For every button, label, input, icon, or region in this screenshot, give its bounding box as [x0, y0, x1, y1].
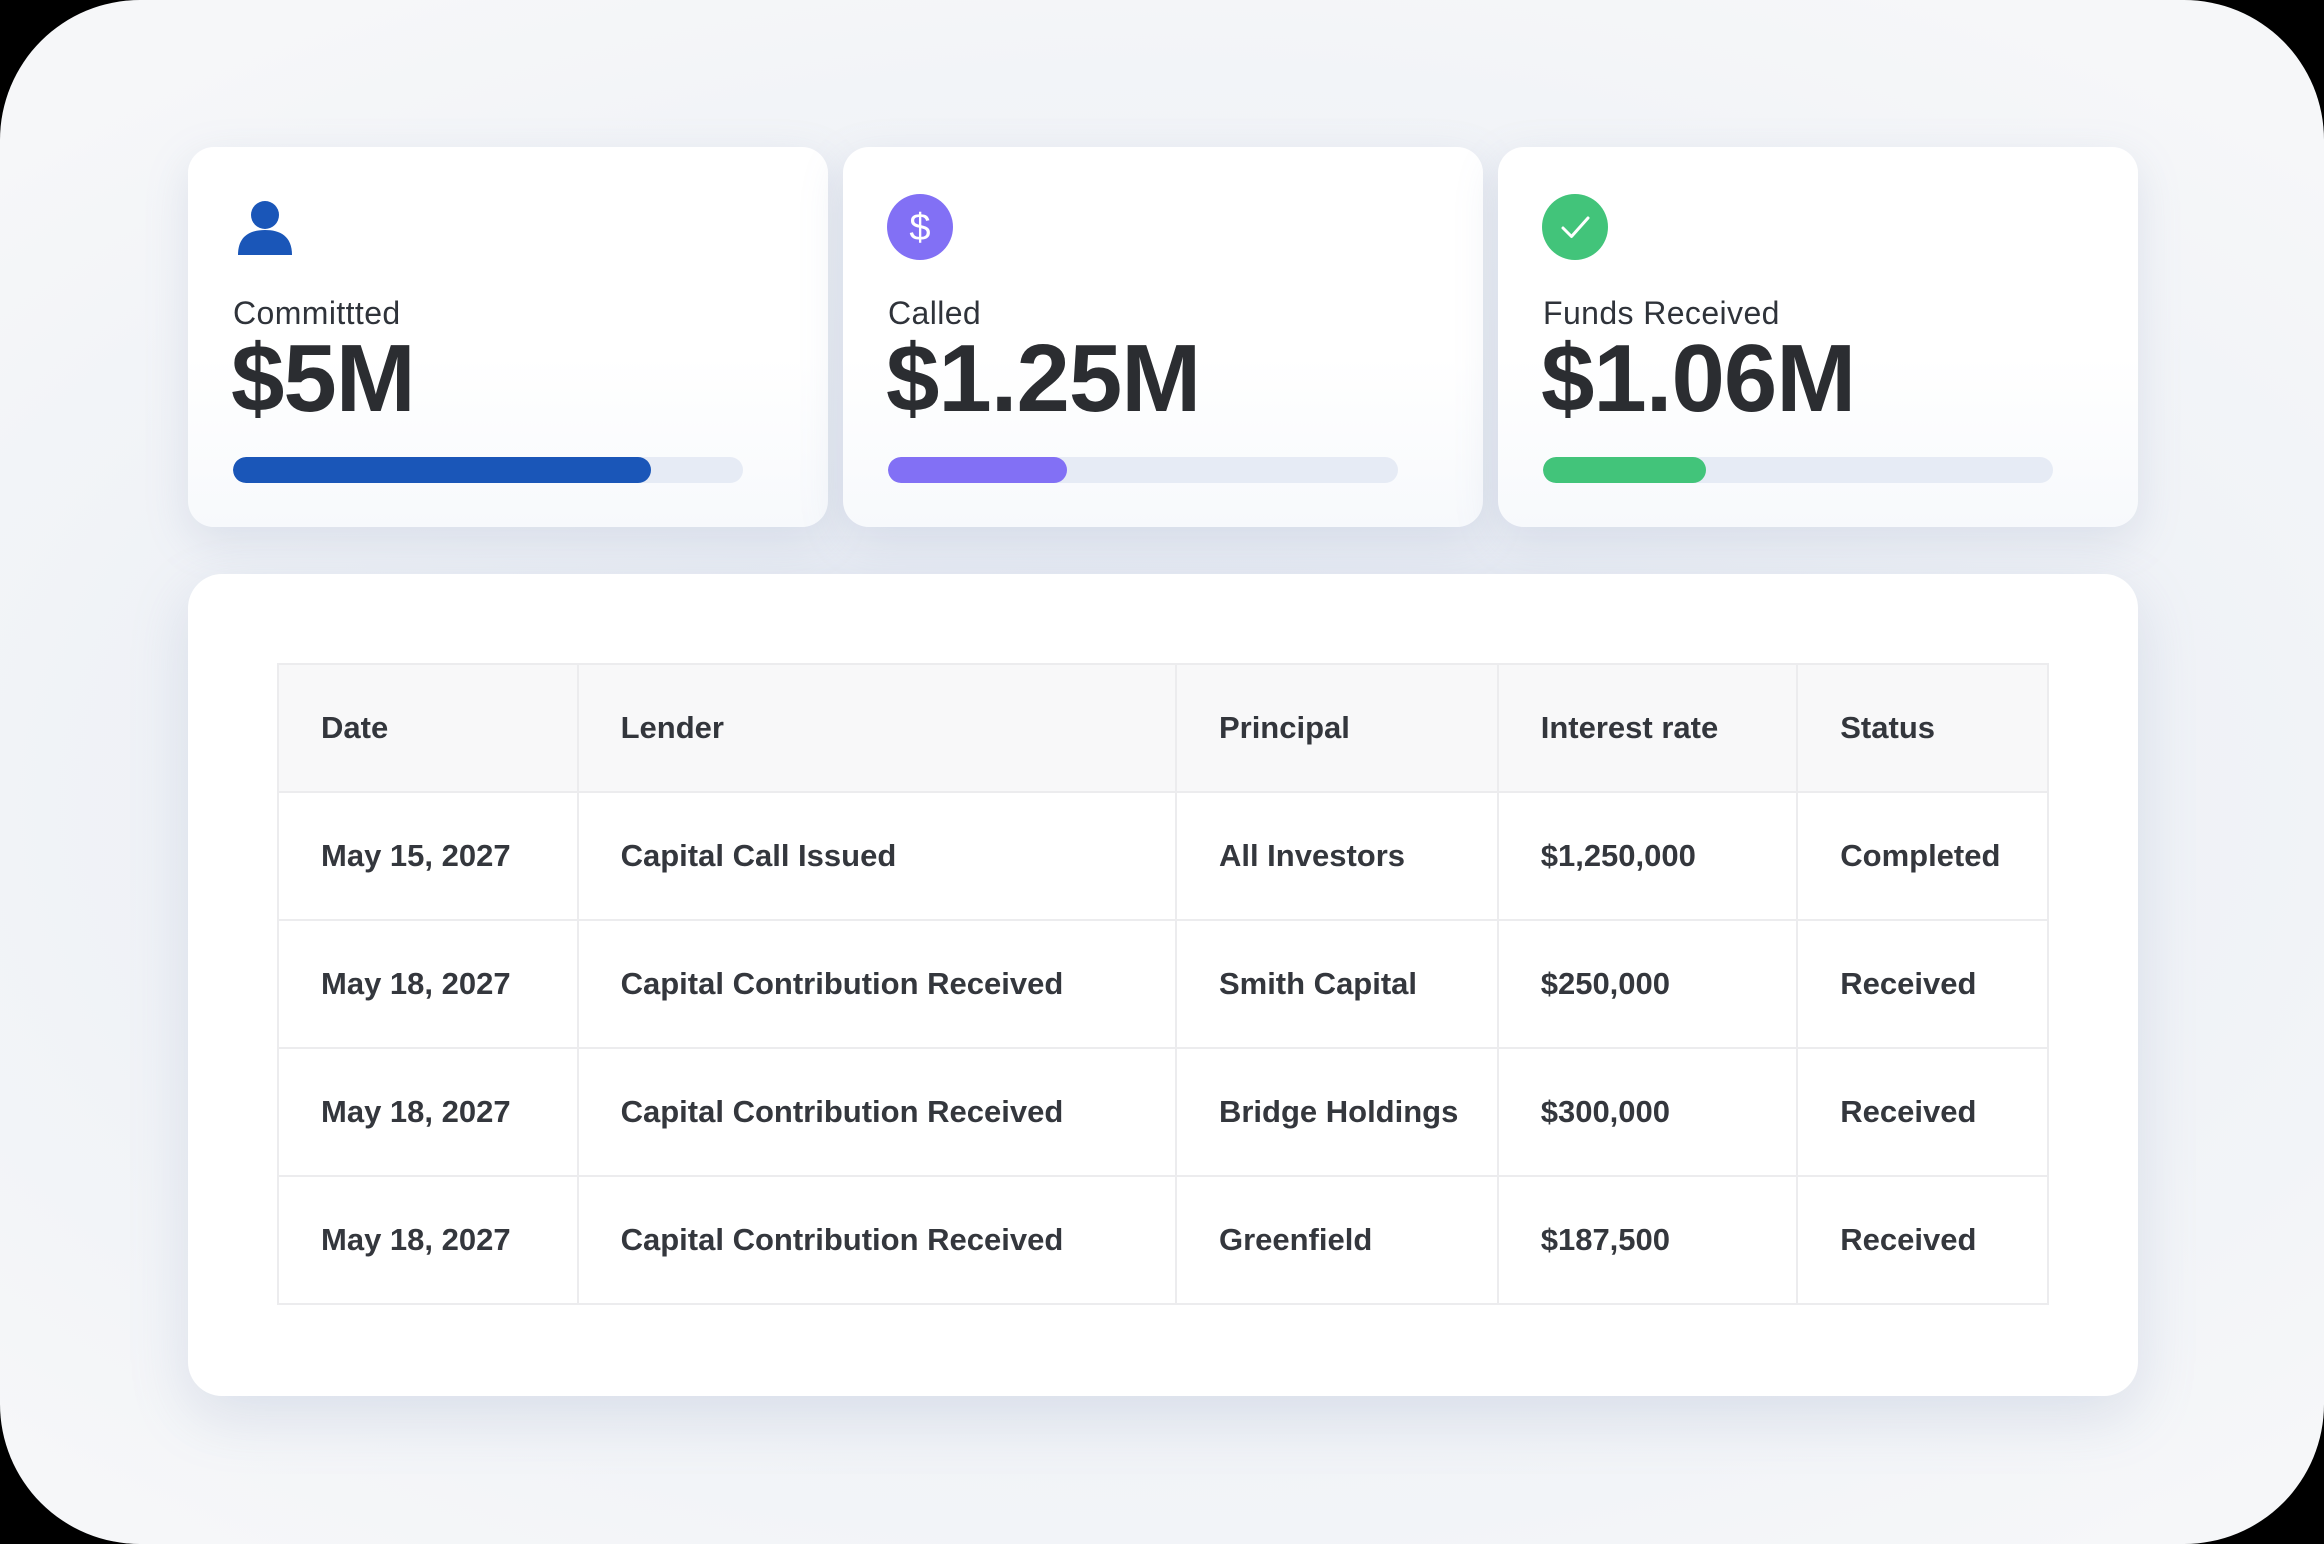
table-row[interactable]: May 18, 2027 Capital Contribution Receiv… [277, 1175, 2049, 1305]
lender-cell: Capital Contribution Received [576, 1175, 1177, 1305]
table-row[interactable]: May 15, 2027 Capital Call Issued All Inv… [277, 791, 2049, 921]
table-row[interactable]: May 18, 2027 Capital Contribution Receiv… [277, 919, 2049, 1049]
interest-rate-cell: $300,000 [1496, 1047, 1799, 1177]
funds-received-progress-fill [1543, 457, 1707, 483]
principal-cell: Greenfield [1174, 1175, 1499, 1305]
transactions-table: Date Lender Principal Interest rate Stat… [277, 663, 2049, 1305]
called-progress-bar [888, 457, 1398, 483]
funds-received-card: Funds Received $1.06M [1498, 147, 2138, 527]
svg-text:$: $ [909, 207, 930, 249]
committed-label: Committted [233, 295, 401, 331]
funds-received-label: Funds Received [1543, 295, 1780, 331]
column-header-status[interactable]: Status [1796, 663, 2049, 793]
funds-received-progress-bar [1543, 457, 2053, 483]
column-header-principal[interactable]: Principal [1174, 663, 1499, 793]
committed-card: Committted $5M [188, 147, 828, 527]
called-card: $ Called $1.25M [843, 147, 1483, 527]
lender-cell: Capital Contribution Received [576, 919, 1177, 1049]
date-cell: May 18, 2027 [277, 1047, 579, 1177]
called-value: $1.25M [886, 325, 1201, 432]
status-cell: Received [1796, 919, 2049, 1049]
table-row[interactable]: May 18, 2027 Capital Contribution Receiv… [277, 1047, 2049, 1177]
status-cell: Completed [1796, 791, 2049, 921]
funds-received-value: $1.06M [1541, 325, 1856, 432]
transactions-panel: Date Lender Principal Interest rate Stat… [188, 574, 2138, 1396]
principal-cell: All Investors [1174, 791, 1499, 921]
committed-progress-bar [233, 457, 743, 483]
interest-rate-cell: $187,500 [1496, 1175, 1799, 1305]
date-cell: May 18, 2027 [277, 919, 579, 1049]
column-header-interest-rate[interactable]: Interest rate [1496, 663, 1799, 793]
lender-cell: Capital Call Issued [576, 791, 1177, 921]
called-label: Called [888, 295, 982, 331]
dollar-icon: $ [887, 194, 953, 260]
column-header-date[interactable]: Date [277, 663, 579, 793]
table-header-row: Date Lender Principal Interest rate Stat… [277, 663, 2049, 793]
status-cell: Received [1796, 1175, 2049, 1305]
interest-rate-cell: $250,000 [1496, 919, 1799, 1049]
status-cell: Received [1796, 1047, 2049, 1177]
principal-cell: Smith Capital [1174, 919, 1499, 1049]
committed-value: $5M [231, 325, 416, 432]
date-cell: May 18, 2027 [277, 1175, 579, 1305]
principal-cell: Bridge Holdings [1174, 1047, 1499, 1177]
column-header-lender[interactable]: Lender [576, 663, 1177, 793]
called-progress-fill [888, 457, 1067, 483]
interest-rate-cell: $1,250,000 [1496, 791, 1799, 921]
check-icon [1542, 194, 1608, 260]
lender-cell: Capital Contribution Received [576, 1047, 1177, 1177]
user-icon [232, 194, 298, 260]
date-cell: May 15, 2027 [277, 791, 579, 921]
committed-progress-fill [233, 457, 652, 483]
